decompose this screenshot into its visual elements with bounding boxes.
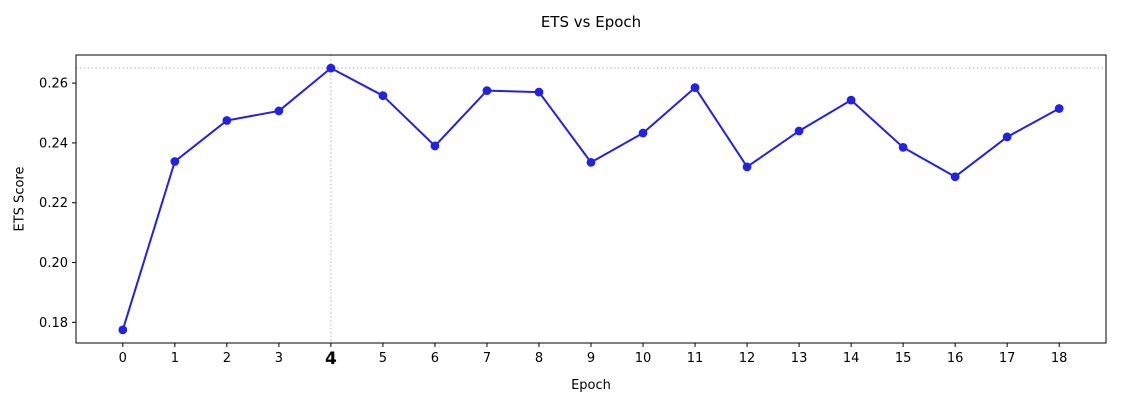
data-point-epoch-13: [794, 126, 804, 136]
x-tick-label: 11: [687, 351, 704, 366]
data-point-markers: [118, 63, 1064, 335]
data-point-epoch-11: [690, 83, 700, 92]
chart-title: ETS vs Epoch: [540, 13, 642, 31]
x-axis-label: Epoch: [571, 378, 611, 393]
x-tick-label-best-epoch: 4: [325, 349, 337, 369]
y-tick-label: 0.22: [39, 196, 68, 211]
x-tick-label: 17: [999, 351, 1016, 366]
data-point-epoch-16: [950, 172, 960, 182]
x-tick-label: 1: [171, 351, 179, 366]
ets-series-line: [121, 67, 1061, 331]
x-tick-label: 2: [223, 351, 231, 366]
x-tick-label: 3: [275, 351, 283, 366]
data-point-epoch-17: [1002, 132, 1012, 142]
data-point-epoch-1: [170, 157, 180, 166]
x-tick-label: 6: [431, 351, 439, 366]
data-point-epoch-10: [638, 128, 648, 138]
x-tick-label: 7: [483, 351, 491, 366]
x-tick-label: 18: [1051, 351, 1068, 366]
y-axis-label: ETS Score: [12, 166, 28, 232]
y-tick-label: 0.20: [39, 256, 68, 271]
data-point-epoch-6: [430, 141, 440, 151]
x-tick-label: 0: [119, 351, 127, 366]
x-tick-label: 12: [739, 351, 756, 366]
plot-border: [75, 54, 1107, 344]
x-tick-label: 13: [791, 351, 808, 366]
data-point-epoch-9: [586, 157, 596, 167]
data-point-epoch-18: [1054, 104, 1064, 113]
x-tick-label: 15: [895, 351, 912, 366]
data-point-epoch-4: [326, 63, 336, 73]
data-point-epoch-5: [378, 91, 388, 101]
data-point-epoch-8: [534, 87, 544, 97]
x-tick-label: 14: [843, 351, 860, 366]
x-tick-label: 5: [379, 351, 387, 366]
x-tick-label: 9: [587, 351, 595, 366]
y-tick-label: 0.24: [39, 136, 68, 151]
x-tick-label: 16: [947, 351, 964, 366]
y-axis-ticks: 0.18 0.20 0.22 0.24 0.26: [39, 77, 76, 331]
data-point-epoch-0: [118, 325, 128, 335]
x-tick-label: 8: [535, 351, 543, 366]
data-point-epoch-7: [482, 86, 492, 95]
y-tick-label: 0.18: [39, 316, 68, 331]
data-point-epoch-15: [898, 143, 908, 152]
x-axis-ticks: 0 1 2 3 4 5 6 7 8 9 10 11 12 13 14 15 16 17 18: [119, 343, 1068, 369]
data-point-epoch-14: [846, 95, 856, 105]
data-point-epoch-3: [274, 106, 284, 116]
x-tick-label: 10: [635, 351, 652, 366]
data-point-epoch-12: [742, 162, 752, 172]
data-point-epoch-2: [222, 116, 232, 125]
y-tick-label: 0.26: [39, 77, 68, 92]
